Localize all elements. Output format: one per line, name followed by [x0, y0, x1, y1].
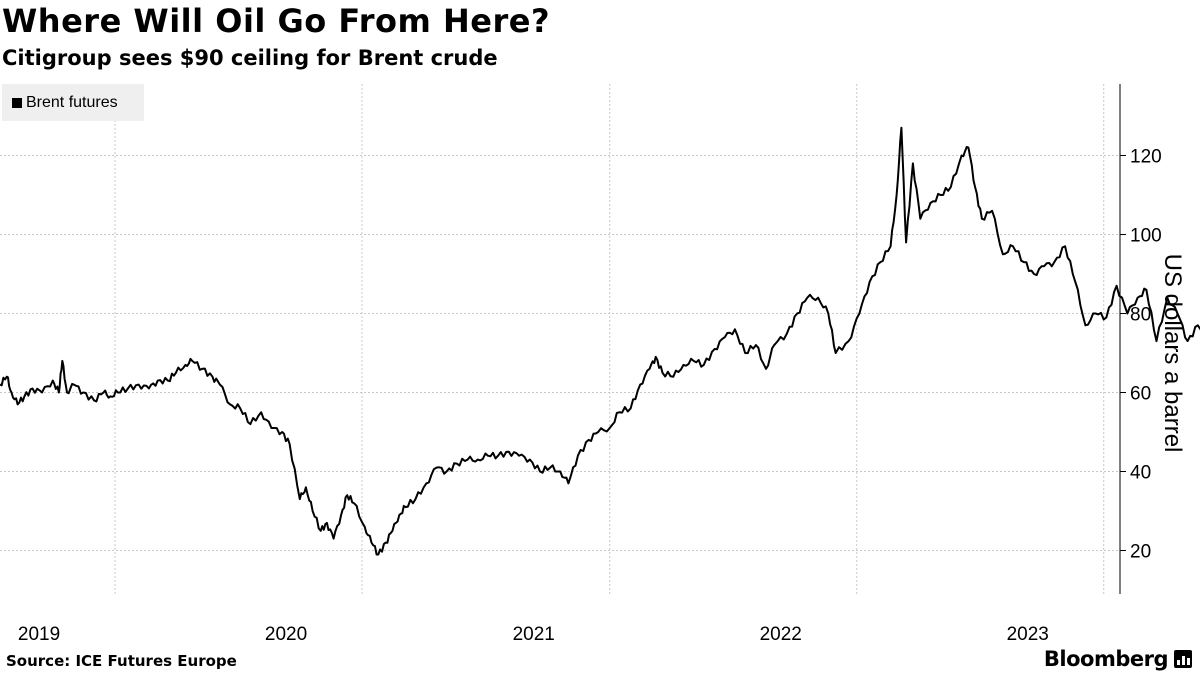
y-tick-label-40: 40 — [1130, 463, 1151, 484]
x-tick-label-2022: 2022 — [760, 624, 802, 645]
chart-subtitle: Citigroup sees $90 ceiling for Brent cru… — [2, 46, 498, 70]
series-layer — [0, 126, 1200, 556]
y-axis-label-box: US dollars a barrel — [1152, 223, 1192, 483]
x-tick-label-2021: 2021 — [513, 624, 555, 645]
grid — [0, 84, 1120, 594]
legend: Brent futures — [2, 84, 144, 121]
legend-swatch — [12, 97, 22, 108]
y-axis-label: US dollars a barrel — [1159, 253, 1186, 453]
series-line-brent-futures — [0, 126, 1200, 556]
source-note: Source: ICE Futures Europe — [6, 652, 237, 670]
y-axis: 20 40 60 80 100 120 — [1119, 84, 1162, 594]
chart-title: Where Will Oil Go From Here? — [2, 2, 551, 40]
bloomberg-chart-icon — [1174, 650, 1192, 668]
y-tick-label-20: 20 — [1130, 542, 1151, 563]
y-tick-label-80: 80 — [1130, 305, 1151, 326]
bloomberg-logo: Bloomberg — [1043, 647, 1169, 671]
legend-label-brent-futures: Brent futures — [26, 93, 118, 111]
y-tick-label-120: 120 — [1130, 147, 1162, 168]
y-tick-label-100: 100 — [1130, 226, 1162, 247]
y-tick-label-60: 60 — [1130, 384, 1151, 405]
x-tick-label-2023: 2023 — [1007, 624, 1049, 645]
x-tick-label-2019: 2019 — [18, 624, 60, 645]
x-tick-label-2020: 2020 — [265, 624, 307, 645]
x-axis: 2019 2020 2021 2022 2023 — [18, 624, 1049, 645]
